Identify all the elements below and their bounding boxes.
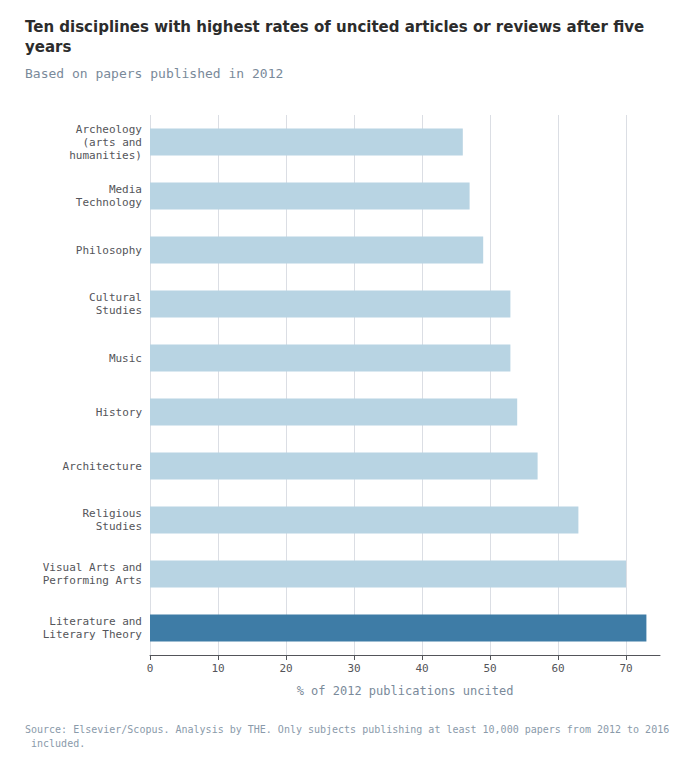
svg-text:humanities): humanities) <box>69 149 142 162</box>
svg-text:Performing Arts: Performing Arts <box>43 574 142 587</box>
svg-text:60: 60 <box>551 662 564 675</box>
svg-text:20: 20 <box>279 662 292 675</box>
svg-text:Philosophy: Philosophy <box>76 244 143 257</box>
svg-text:Media: Media <box>109 183 142 196</box>
svg-text:History: History <box>96 406 143 419</box>
svg-text:Literary Theory: Literary Theory <box>43 628 143 641</box>
svg-text:Technology: Technology <box>76 196 143 209</box>
svg-text:Studies: Studies <box>96 304 142 317</box>
svg-text:Ten disciplines with highest r: Ten disciplines with highest rates of un… <box>25 18 649 36</box>
svg-text:(arts and: (arts and <box>82 136 142 149</box>
svg-text:40: 40 <box>415 662 428 675</box>
svg-text:Source: Elsevier/Scopus. Analy: Source: Elsevier/Scopus. Analysis by THE… <box>25 724 669 735</box>
svg-text:Cultural: Cultural <box>89 291 142 304</box>
svg-text:Literature and: Literature and <box>49 615 142 628</box>
svg-text:50: 50 <box>483 662 496 675</box>
svg-text:10: 10 <box>211 662 224 675</box>
svg-text:years: years <box>25 38 71 56</box>
svg-text:% of 2012 publications uncited: % of 2012 publications uncited <box>297 684 514 698</box>
svg-text:Based on papers published in 2: Based on papers published in 2012 <box>25 66 283 81</box>
svg-text:Religious: Religious <box>82 507 142 520</box>
svg-text:Visual Arts and: Visual Arts and <box>43 561 142 574</box>
svg-text:Archeology: Archeology <box>76 123 143 136</box>
svg-text:Studies: Studies <box>96 520 142 533</box>
svg-text:30: 30 <box>347 662 360 675</box>
svg-text:Music: Music <box>109 352 142 365</box>
svg-text:Architecture: Architecture <box>63 460 142 473</box>
svg-text:0: 0 <box>147 662 154 675</box>
svg-text:included.: included. <box>25 738 85 749</box>
svg-text:70: 70 <box>619 662 632 675</box>
